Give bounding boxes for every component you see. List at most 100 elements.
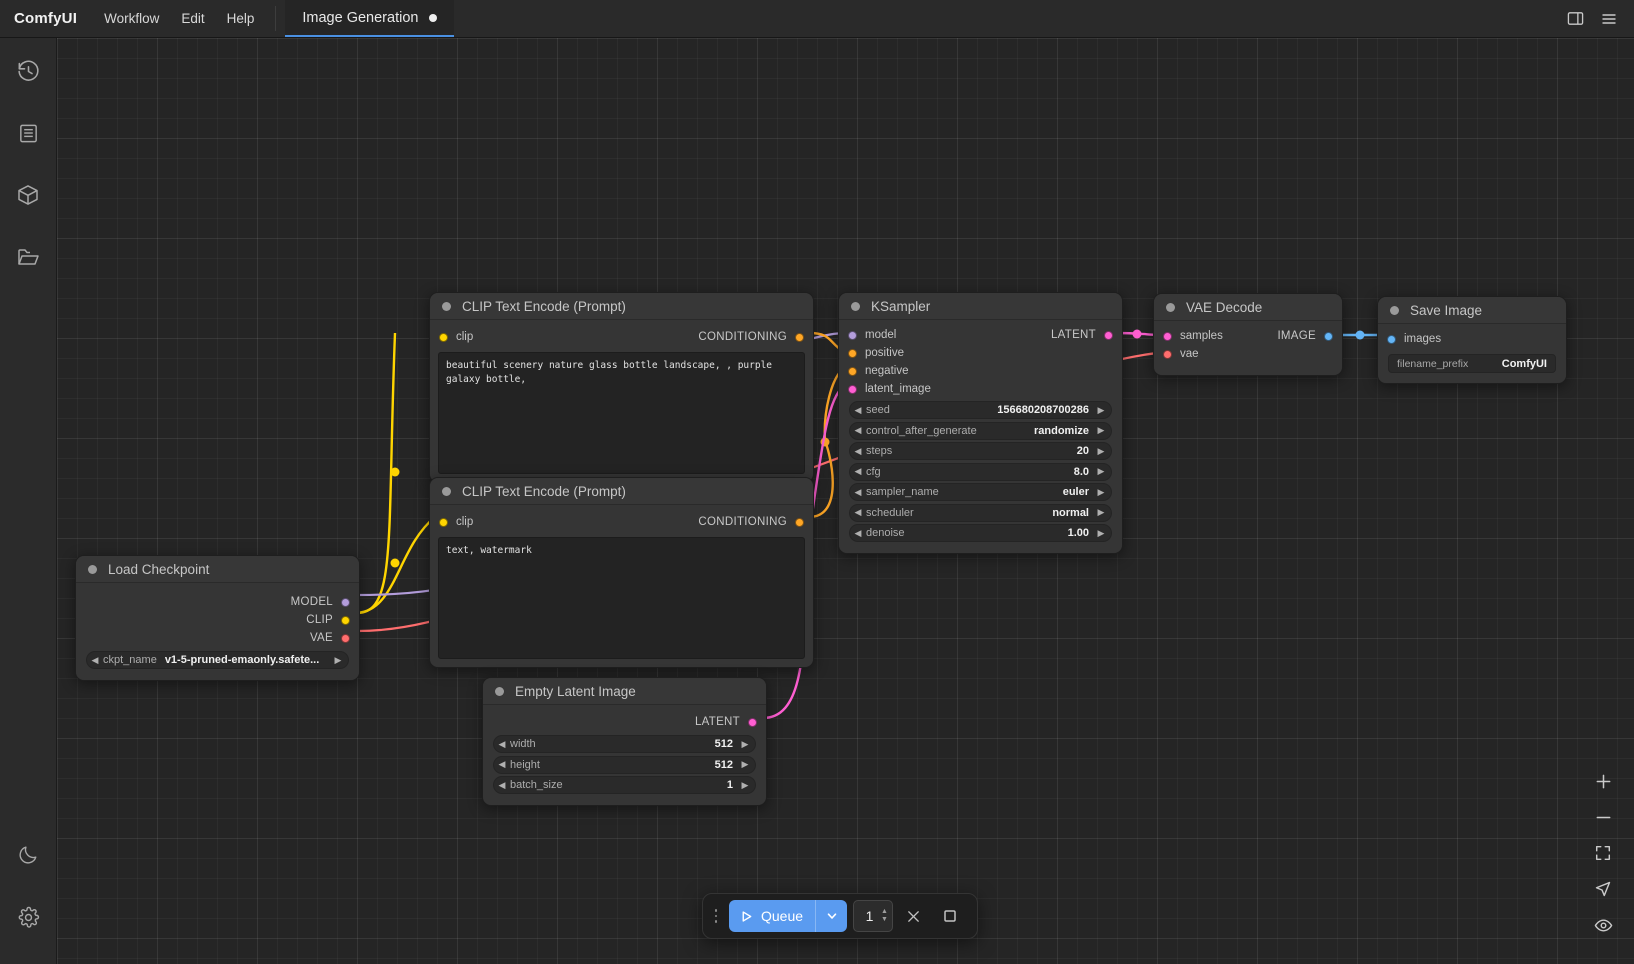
zoom-in-icon[interactable] bbox=[1586, 764, 1620, 798]
decrement-arrow-icon[interactable]: ◀ bbox=[854, 527, 862, 538]
panel-toggle-icon[interactable] bbox=[1560, 4, 1590, 34]
slot-input-clip[interactable]: clip bbox=[439, 331, 473, 343]
decrement-arrow-icon[interactable]: ◀ bbox=[854, 507, 862, 517]
batch-spinner[interactable]: ▲ ▼ bbox=[881, 908, 888, 923]
widget-value[interactable]: 8.0 bbox=[1073, 465, 1089, 478]
zoom-out-icon[interactable] bbox=[1586, 800, 1620, 834]
widget-filename-prefix[interactable]: filename_prefix ComfyUI bbox=[1388, 354, 1556, 373]
clear-queue-icon[interactable] bbox=[899, 901, 929, 931]
sidebar-item-workflows[interactable] bbox=[0, 226, 57, 288]
collapse-dot-icon[interactable] bbox=[1166, 302, 1175, 312]
spinner-up-icon[interactable]: ▲ bbox=[881, 908, 888, 915]
fit-view-icon[interactable] bbox=[1586, 836, 1620, 870]
slot-output-latent[interactable]: LATENT bbox=[695, 716, 757, 728]
decrement-arrow-icon[interactable]: ◀ bbox=[854, 445, 862, 456]
slot-input-clip[interactable]: clip bbox=[439, 516, 473, 528]
widget-steps[interactable]: ◀ steps 20 ▶ bbox=[849, 442, 1112, 460]
decrement-arrow-icon[interactable]: ◀ bbox=[854, 486, 862, 497]
conditioning-slot-dot-icon[interactable] bbox=[848, 348, 857, 358]
node-header[interactable]: VAE Decode bbox=[1154, 294, 1342, 321]
image-slot-dot-icon[interactable] bbox=[1387, 334, 1396, 344]
menu-workflow[interactable]: Workflow bbox=[104, 11, 160, 26]
menu-help[interactable]: Help bbox=[226, 11, 255, 26]
node-header[interactable]: Empty Latent Image bbox=[483, 678, 766, 705]
node-header[interactable]: CLIP Text Encode (Prompt) bbox=[430, 478, 813, 505]
widget-ckpt-name[interactable]: ◀ ckpt_name v1-5-pruned-emaonly.safete..… bbox=[86, 651, 349, 669]
vae-slot-dot-icon[interactable] bbox=[1163, 349, 1172, 359]
widget-width[interactable]: ◀ width 512 ▶ bbox=[493, 735, 756, 753]
increment-arrow-icon[interactable]: ▶ bbox=[1097, 486, 1105, 497]
widget-value[interactable]: 1 bbox=[726, 779, 733, 791]
widget-denoise[interactable]: ◀ denoise 1.00 ▶ bbox=[849, 524, 1112, 542]
widget-cfg[interactable]: ◀ cfg 8.0 ▶ bbox=[849, 462, 1112, 481]
decrement-arrow-icon[interactable]: ◀ bbox=[498, 779, 506, 790]
latent-slot-dot-icon[interactable] bbox=[748, 717, 757, 727]
slot-input-vae[interactable]: vae bbox=[1163, 348, 1199, 360]
slot-output-model[interactable]: MODEL bbox=[291, 596, 350, 608]
widget-batch-size[interactable]: ◀ batch_size 1 ▶ bbox=[493, 776, 756, 794]
widget-sampler-name[interactable]: ◀ sampler_name euler ▶ bbox=[849, 483, 1112, 501]
sidebar-item-queue-history[interactable] bbox=[0, 40, 57, 102]
increment-arrow-icon[interactable]: ▶ bbox=[1097, 445, 1105, 456]
node-header[interactable]: CLIP Text Encode (Prompt) bbox=[430, 293, 813, 320]
widget-value[interactable]: v1-5-pruned-emaonly.safete... bbox=[164, 654, 320, 666]
slot-input-images[interactable]: images bbox=[1387, 333, 1441, 345]
increment-arrow-icon[interactable]: ▶ bbox=[334, 654, 342, 665]
slot-input-samples[interactable]: samples bbox=[1163, 330, 1223, 342]
slot-output-image[interactable]: IMAGE bbox=[1277, 330, 1333, 342]
sidebar-item-theme-toggle[interactable] bbox=[0, 824, 57, 886]
widget-value[interactable]: ComfyUI bbox=[1501, 357, 1547, 370]
conditioning-slot-dot-icon[interactable] bbox=[795, 517, 804, 527]
node-vae-decode[interactable]: VAE Decode samples IMAGE vae bbox=[1153, 293, 1343, 376]
conditioning-slot-dot-icon[interactable] bbox=[848, 366, 857, 376]
increment-arrow-icon[interactable]: ▶ bbox=[1097, 404, 1105, 415]
widget-value[interactable]: 20 bbox=[1076, 445, 1089, 457]
node-save-image[interactable]: Save Image images filename_prefix ComfyU… bbox=[1377, 296, 1567, 384]
queue-button-main[interactable]: Queue bbox=[729, 900, 815, 932]
widget-value[interactable]: normal bbox=[1052, 506, 1089, 519]
widget-value[interactable]: euler bbox=[1062, 486, 1089, 498]
hamburger-menu-icon[interactable] bbox=[1594, 4, 1624, 34]
slot-output-clip[interactable]: CLIP bbox=[306, 614, 350, 626]
collapse-dot-icon[interactable] bbox=[442, 486, 451, 496]
increment-arrow-icon[interactable]: ▶ bbox=[1097, 466, 1105, 476]
collapse-dot-icon[interactable] bbox=[851, 301, 860, 311]
latent-slot-dot-icon[interactable] bbox=[1163, 331, 1172, 341]
node-clip-text-encode-positive[interactable]: CLIP Text Encode (Prompt) clip CONDITION… bbox=[429, 292, 814, 483]
increment-arrow-icon[interactable]: ▶ bbox=[1097, 425, 1105, 435]
node-load-checkpoint[interactable]: Load Checkpoint MODEL CLIP VAE bbox=[75, 555, 360, 681]
widget-value[interactable]: randomize bbox=[1033, 424, 1089, 437]
stop-icon[interactable] bbox=[935, 901, 965, 931]
widget-seed[interactable]: ◀ seed 156680208700286 ▶ bbox=[849, 401, 1112, 419]
image-slot-dot-icon[interactable] bbox=[1324, 331, 1333, 341]
widget-value[interactable]: 512 bbox=[714, 758, 733, 771]
latent-slot-dot-icon[interactable] bbox=[1104, 330, 1113, 340]
sidebar-item-node-library[interactable] bbox=[0, 102, 57, 164]
sidebar-item-model-library[interactable] bbox=[0, 164, 57, 226]
queue-options-dropdown[interactable] bbox=[815, 900, 847, 932]
increment-arrow-icon[interactable]: ▶ bbox=[741, 779, 749, 790]
tab-image-generation[interactable]: Image Generation bbox=[285, 0, 455, 37]
graph-canvas[interactable]: CLIP Text Encode (Prompt) clip CONDITION… bbox=[57, 38, 1634, 964]
prompt-textarea[interactable]: text, watermark bbox=[438, 537, 805, 659]
decrement-arrow-icon[interactable]: ◀ bbox=[498, 759, 506, 769]
slot-input-model[interactable]: model bbox=[848, 329, 896, 341]
menu-edit[interactable]: Edit bbox=[181, 11, 205, 26]
increment-arrow-icon[interactable]: ▶ bbox=[1097, 527, 1105, 538]
node-header[interactable]: KSampler bbox=[839, 293, 1122, 320]
slot-output-conditioning[interactable]: CONDITIONING bbox=[698, 331, 804, 343]
increment-arrow-icon[interactable]: ▶ bbox=[1097, 507, 1105, 517]
decrement-arrow-icon[interactable]: ◀ bbox=[498, 738, 506, 749]
sidebar-item-settings[interactable] bbox=[0, 886, 57, 948]
slot-input-negative[interactable]: negative bbox=[848, 365, 908, 377]
conditioning-slot-dot-icon[interactable] bbox=[795, 332, 804, 342]
collapse-dot-icon[interactable] bbox=[495, 686, 504, 696]
decrement-arrow-icon[interactable]: ◀ bbox=[854, 404, 862, 415]
decrement-arrow-icon[interactable]: ◀ bbox=[854, 425, 862, 435]
node-header[interactable]: Save Image bbox=[1378, 297, 1566, 324]
clip-slot-dot-icon[interactable] bbox=[341, 615, 350, 625]
widget-value[interactable]: 1.00 bbox=[1067, 527, 1089, 539]
navigate-icon[interactable] bbox=[1586, 872, 1620, 906]
spinner-down-icon[interactable]: ▼ bbox=[881, 916, 888, 923]
widget-value[interactable]: 512 bbox=[714, 738, 733, 750]
